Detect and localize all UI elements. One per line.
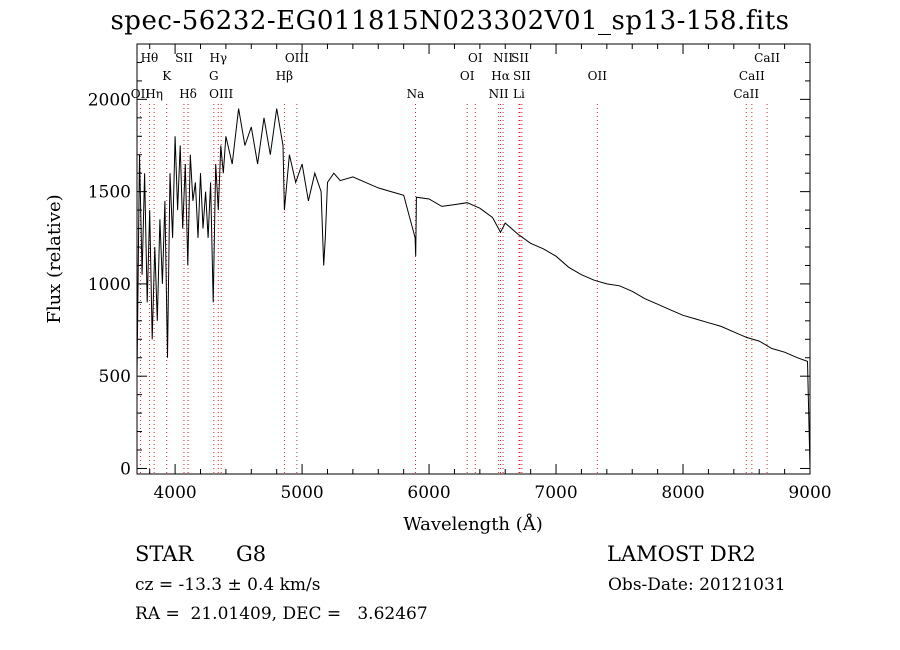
spectral-line-markers xyxy=(139,104,768,474)
spectral-line-label: K xyxy=(162,69,172,83)
spectral-line-label: NII xyxy=(489,87,509,101)
x-axis-label: Wavelength (Å) xyxy=(403,513,543,535)
y-tick-label: 0 xyxy=(120,459,131,479)
spectral-line-label: CaII xyxy=(739,69,765,83)
redshift-velocity: cz = -13.3 ± 0.4 km/s xyxy=(135,575,321,595)
spectral-line-label: NII xyxy=(493,51,513,65)
spectral-line-labels: HθOIIHηKSIIHδHγGOIIIOIIIHβNaOIOINIISIIHα… xyxy=(131,51,780,101)
x-tick-label: 5000 xyxy=(280,483,323,503)
y-tick-label: 1000 xyxy=(88,275,131,295)
spectral-line-label: Hη xyxy=(145,87,163,101)
spectral-line-label: OIII xyxy=(209,87,233,101)
x-tick-label: 6000 xyxy=(407,483,450,503)
chart-title: spec-56232-EG011815N023302V01_sp13-158.f… xyxy=(110,6,790,36)
y-axis: 0 500 1000 1500 2000 xyxy=(88,61,810,479)
spectral-line-label: OII xyxy=(131,87,151,101)
spectral-line-label: Hβ xyxy=(276,69,293,83)
y-tick-label: 500 xyxy=(99,367,131,387)
coordinates: RA = 21.01409, DEC = 3.62467 xyxy=(135,604,428,624)
spectral-line-label: Hδ xyxy=(179,87,197,101)
spectral-line-label: Hγ xyxy=(209,51,227,65)
spectral-line-label: Hθ xyxy=(141,51,159,65)
y-axis-label: Flux (relative) xyxy=(44,194,65,323)
x-tick-label: 8000 xyxy=(661,483,704,503)
spectral-line-label: OI xyxy=(468,51,483,65)
spectral-line-label: CaII xyxy=(754,51,780,65)
spectral-line-label: SII xyxy=(511,51,529,65)
y-tick-label: 2000 xyxy=(88,90,131,110)
x-tick-label: 4000 xyxy=(153,483,196,503)
spectral-line-label: SII xyxy=(513,69,531,83)
spectral-line-label: OIII xyxy=(285,51,309,65)
spectral-line-label: Li xyxy=(513,87,525,101)
object-subclass: G8 xyxy=(236,542,267,566)
y-tick-label: 1500 xyxy=(88,183,131,203)
x-axis: 4000 5000 6000 7000 8000 9000 xyxy=(149,44,832,503)
spectral-line-label: OII xyxy=(588,69,608,83)
spectral-line-label: SII xyxy=(175,51,193,65)
spectral-line-label: CaII xyxy=(733,87,759,101)
spectral-line-label: Hα xyxy=(491,69,510,83)
plot-frame xyxy=(136,43,811,475)
flux-series-line xyxy=(136,108,811,469)
x-tick-label: 9000 xyxy=(788,483,831,503)
x-tick-label: 7000 xyxy=(534,483,577,503)
spectral-line-label: G xyxy=(209,69,219,83)
survey-name: LAMOST DR2 xyxy=(607,542,756,566)
observation-date: Obs-Date: 20121031 xyxy=(608,575,786,595)
object-class: STAR xyxy=(135,542,194,566)
spectral-line-label: OI xyxy=(460,69,475,83)
spectral-line-label: Na xyxy=(407,87,425,101)
